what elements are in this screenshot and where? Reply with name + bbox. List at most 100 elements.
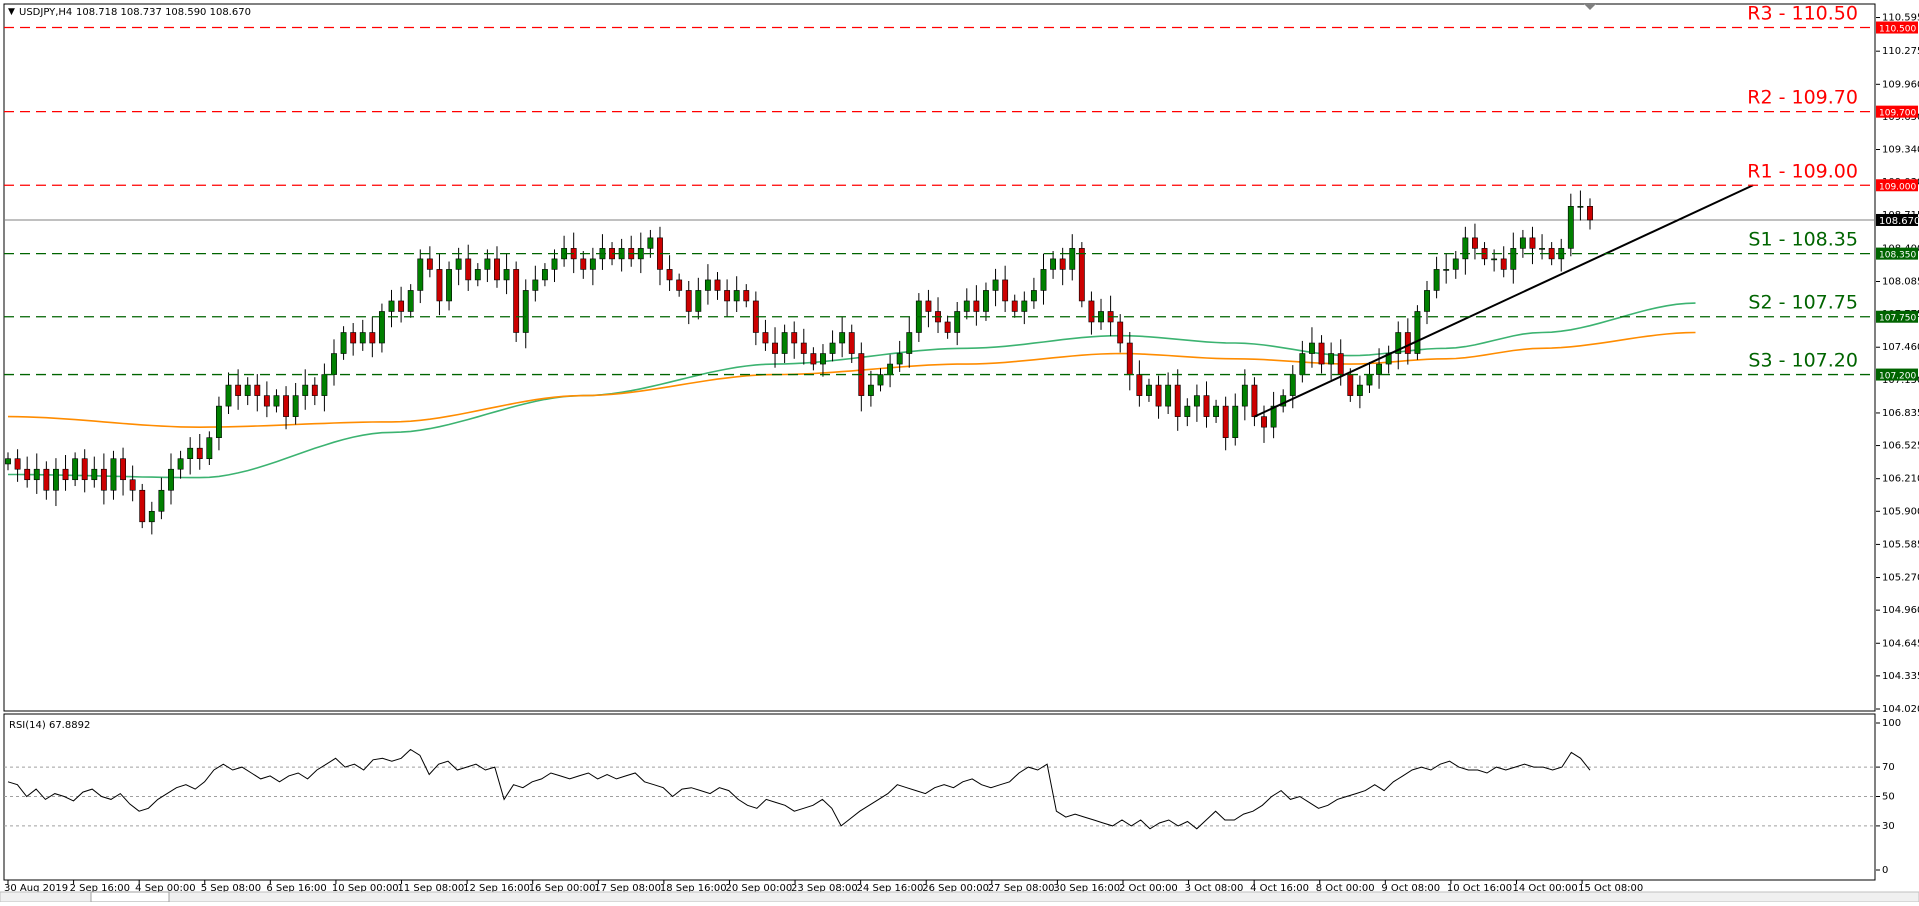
chart-shift-marker[interactable]	[1584, 4, 1596, 10]
candle-body	[1491, 258, 1498, 261]
candle-body	[446, 269, 452, 302]
candle-body	[1203, 395, 1210, 417]
rsi-panel-frame	[3, 713, 1876, 881]
candle-body	[168, 468, 174, 491]
candle-body	[1155, 384, 1162, 407]
candle-body	[676, 279, 683, 291]
y-tick-label: 106.835	[1882, 408, 1919, 419]
x-tick-label: 4 Oct 16:00	[1250, 883, 1309, 894]
candle-body	[1395, 332, 1402, 354]
candle-body	[388, 300, 395, 312]
candle-body	[91, 468, 98, 481]
level-tag-label-s3: 107.200	[1879, 372, 1916, 382]
candle-body	[666, 269, 673, 281]
candle-body	[1184, 405, 1191, 417]
candle-body	[867, 384, 874, 396]
candle-body	[1280, 395, 1287, 407]
x-tick-label: 30 Sep 16:00	[1053, 883, 1120, 894]
x-tick-label: 12 Sep 16:00	[463, 883, 530, 894]
bottom-tab-strip[interactable]	[0, 891, 1919, 903]
y-tick-label: 105.900	[1882, 506, 1919, 517]
candle-body	[963, 300, 970, 312]
candle-body	[120, 458, 126, 481]
candle-body	[100, 468, 107, 491]
ascending-trendline	[1254, 184, 1754, 418]
x-axis: 30 Aug 2019 2 Sep 16:00 4 Sep 00:00 5 Sep 0…	[4, 880, 1643, 894]
y-tick-label: 106.210	[1882, 474, 1919, 485]
candle-body	[206, 437, 213, 460]
candle-body	[1347, 374, 1354, 396]
candle-body	[714, 279, 721, 291]
y-tick-label: 104.020	[1882, 704, 1919, 715]
x-tick-label: 9 Oct 08:00	[1381, 883, 1440, 894]
candle-body	[983, 290, 989, 312]
candle-body	[1328, 353, 1335, 365]
candle-body	[81, 458, 88, 481]
candle-body	[1117, 321, 1124, 344]
candle-body	[378, 311, 385, 344]
candle-body	[532, 279, 539, 291]
candle-body	[215, 405, 222, 438]
candle-body	[33, 468, 40, 481]
candle-body	[733, 290, 740, 302]
candle-body	[1414, 311, 1421, 354]
candle-body	[1443, 269, 1450, 271]
candle-body	[820, 353, 826, 365]
candle-body	[551, 258, 558, 270]
candle-body	[1577, 206, 1584, 208]
candle-body	[244, 384, 251, 396]
candle-body	[1337, 353, 1344, 375]
x-tick-label: 15 Oct 08:00	[1578, 883, 1643, 894]
chart-symbol-label: USDJPY,H4	[19, 7, 72, 18]
y-tick-label: 109.340	[1882, 145, 1919, 156]
candle-body	[685, 290, 692, 312]
candle-body	[302, 384, 309, 396]
level-label-s1: S1 - 108.35	[1748, 229, 1858, 251]
candle-body	[589, 258, 596, 270]
y-tick-label: 104.335	[1882, 671, 1919, 682]
level-tag-r2	[1876, 105, 1918, 118]
x-tick-label: 2 Oct 00:00	[1119, 883, 1178, 894]
x-tick-label: 20 Sep 00:00	[725, 883, 792, 894]
y-tick-label: 109.960	[1882, 79, 1919, 90]
x-tick-label: 10 Sep 00:00	[332, 883, 399, 894]
candle-body	[887, 363, 894, 375]
candle-body	[398, 300, 405, 312]
candle-body	[954, 311, 961, 333]
candle-body	[772, 342, 778, 354]
rsi-tick-label: 70	[1882, 762, 1895, 773]
level-label-r1: R1 - 109.00	[1747, 160, 1858, 182]
candle-body	[43, 468, 50, 491]
candle-body	[369, 332, 376, 344]
rsi-title-label: RSI(14) 67.8892	[9, 720, 90, 731]
candle-body	[1500, 258, 1507, 270]
candle-body	[1519, 237, 1526, 249]
candle-body	[465, 258, 472, 281]
candle-body	[1366, 374, 1373, 386]
level-tag-label-s1: 108.350	[1879, 251, 1916, 261]
x-tick-label: 10 Oct 16:00	[1447, 883, 1512, 894]
candle-body	[1510, 248, 1517, 270]
candle-body	[1213, 405, 1220, 417]
level-tag-s1	[1876, 247, 1918, 260]
candle-body	[1356, 384, 1363, 396]
candle-body	[321, 374, 328, 396]
candle-body	[407, 290, 414, 312]
candle-body	[1309, 342, 1315, 354]
x-tick-label: 3 Oct 08:00	[1185, 883, 1244, 894]
rsi-tick-label: 30	[1882, 821, 1895, 832]
candle-body	[992, 279, 999, 291]
x-tick-label: 14 Oct 00:00	[1513, 883, 1578, 894]
level-label-r3: R3 - 110.50	[1747, 3, 1858, 25]
candle-body	[177, 458, 184, 470]
candle-body	[1011, 300, 1018, 312]
level-label-r2: R2 - 109.70	[1747, 87, 1858, 109]
candle-body	[973, 300, 980, 312]
candle-body	[426, 258, 433, 270]
candle-body	[1424, 290, 1430, 312]
candle-body	[1069, 248, 1076, 270]
candle-body	[1289, 374, 1296, 396]
x-tick-label: 24 Sep 16:00	[857, 883, 924, 894]
bottom-tab-active[interactable]	[90, 891, 170, 903]
